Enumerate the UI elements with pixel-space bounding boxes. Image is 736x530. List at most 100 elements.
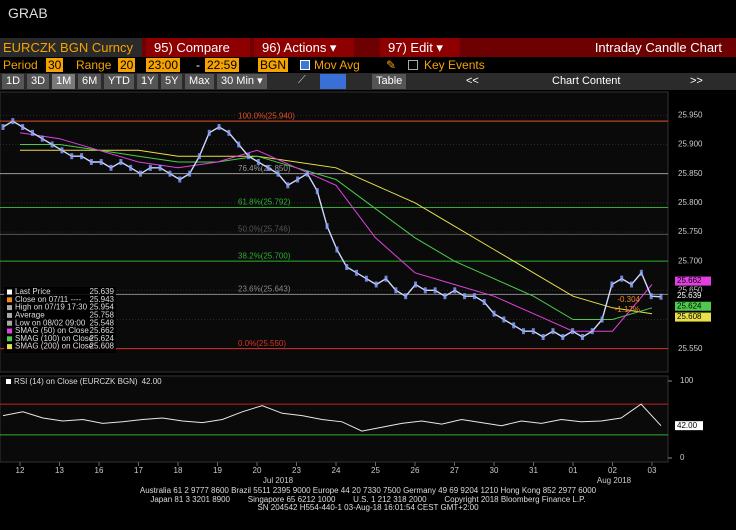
rsi-tick-label: 100	[680, 376, 694, 385]
candle	[649, 293, 653, 300]
input[interactable]: 22:59	[205, 58, 240, 72]
x-tick-label: 16	[95, 466, 104, 475]
legend-value: 25.608	[90, 342, 115, 351]
x-tick-label: 19	[213, 466, 222, 475]
menu-button[interactable]: 95) Compare	[146, 38, 250, 57]
checkbox[interactable]	[300, 60, 310, 70]
candle	[217, 124, 221, 130]
candle	[129, 164, 133, 171]
y-tick-label: 25.800	[678, 198, 703, 207]
tab-button[interactable]: Table	[372, 74, 407, 89]
label: Key Events	[424, 58, 485, 72]
tab-button[interactable]: YTD	[104, 74, 134, 89]
x-tick-label: 31	[529, 466, 538, 475]
tab-button[interactable]: 3D	[27, 74, 50, 89]
input[interactable]: 30	[46, 58, 64, 72]
candle	[620, 275, 624, 282]
tab-button[interactable]: 30 Min ▾	[217, 74, 267, 89]
nav-button[interactable]: >>	[690, 75, 703, 87]
legend-label: SMAG (200) on Close	[15, 342, 94, 351]
candle	[325, 223, 329, 230]
candle	[443, 293, 447, 300]
price-marker-label: 25.624	[677, 301, 702, 310]
candle	[561, 334, 565, 340]
tab-button[interactable]: 6M	[78, 74, 102, 89]
menu-button[interactable]: 97) Edit ▾	[380, 38, 460, 57]
footer: Australia 61 2 9777 8600 Brazil 5511 239…	[0, 486, 736, 530]
candle	[463, 293, 467, 300]
y-tick-label: 25.900	[678, 140, 703, 149]
candle	[639, 269, 643, 276]
tab-button[interactable]: 1D	[2, 74, 25, 89]
candle	[1, 124, 5, 130]
candle	[276, 170, 280, 177]
fib-label: 100.0%(25.940)	[238, 111, 295, 120]
candle	[296, 176, 300, 183]
legend-label: Last Price	[15, 287, 51, 296]
candle	[335, 246, 339, 253]
rsi-tick-label: 0	[680, 453, 685, 462]
candle	[315, 188, 319, 195]
x-tick-label: 26	[411, 466, 420, 475]
tab-button[interactable]: 1Y	[137, 74, 159, 89]
footer-line: Australia 61 2 9777 8600 Brazil 5511 239…	[139, 486, 597, 495]
x-tick-label: 23	[292, 466, 301, 475]
candle	[256, 159, 260, 165]
y-tick-label: 25.550	[678, 344, 703, 353]
candle	[492, 310, 496, 317]
tab-button[interactable]: 1M	[52, 74, 76, 89]
rsi-legend-swatch	[6, 379, 11, 384]
y-tick-label: 25.750	[678, 227, 703, 236]
legend-value: 25.758	[90, 311, 115, 320]
tool-icon[interactable]: ⟋	[298, 74, 306, 86]
legend-label: Close on 07/11 ----	[15, 295, 81, 304]
pencil-icon[interactable]: ✎	[386, 58, 397, 72]
candle	[158, 164, 162, 171]
candle	[89, 159, 93, 165]
window-title: GRAB	[8, 5, 48, 21]
legend-value: 25.548	[90, 318, 115, 327]
fib-label: 76.4%(25.850)	[238, 164, 291, 173]
price-marker-label: 25.639	[677, 291, 702, 300]
candle	[531, 328, 535, 335]
candle	[266, 164, 270, 171]
input[interactable]: 20	[118, 58, 136, 72]
nav-button[interactable]: <<	[466, 75, 479, 87]
checkbox[interactable]	[408, 60, 418, 70]
x-tick-label: 01	[569, 466, 578, 475]
input[interactable]: 23:00	[146, 58, 181, 72]
candle	[571, 328, 575, 335]
candle	[109, 164, 113, 171]
candle	[482, 299, 486, 305]
candle	[227, 129, 231, 136]
tab-button[interactable]: Chart Content	[552, 75, 621, 87]
candle	[433, 287, 437, 294]
input[interactable]: BGN	[258, 58, 289, 72]
change-label: -0.304	[617, 295, 640, 304]
moving-average-line	[19, 132, 653, 332]
candle	[384, 275, 388, 282]
settings-bar: Period 30 Range 20 23:00 - 22:59 BGN Mov…	[0, 57, 736, 73]
change-label: -1.17%	[615, 305, 640, 314]
tab-button[interactable]: Max	[185, 74, 214, 89]
candle	[50, 141, 54, 148]
security-field[interactable]: EURCZK BGN Curncy	[0, 38, 142, 57]
tab-button[interactable]: 5Y	[161, 74, 183, 89]
price-marker	[675, 276, 711, 286]
menu-button[interactable]: 96) Actions ▾	[254, 38, 354, 57]
candle	[345, 264, 349, 270]
candle	[423, 287, 427, 294]
footer-line: SN 204542 H554-440-1 03-Aug-18 16:01:54 …	[257, 503, 479, 512]
candle	[30, 129, 34, 136]
candle	[60, 147, 64, 154]
label: Period	[3, 58, 38, 72]
candle	[70, 153, 74, 160]
candle	[394, 287, 398, 294]
month-label: Aug 2018	[597, 476, 632, 485]
rsi-line	[2, 403, 662, 432]
tool-icon[interactable]	[320, 74, 346, 89]
x-tick-label: 25	[371, 466, 380, 475]
toolbar: EURCZK BGN Curncy 95) Compare 96) Action…	[0, 38, 736, 57]
fib-label: 0.0%(25.550)	[238, 339, 286, 348]
candle	[237, 141, 241, 148]
